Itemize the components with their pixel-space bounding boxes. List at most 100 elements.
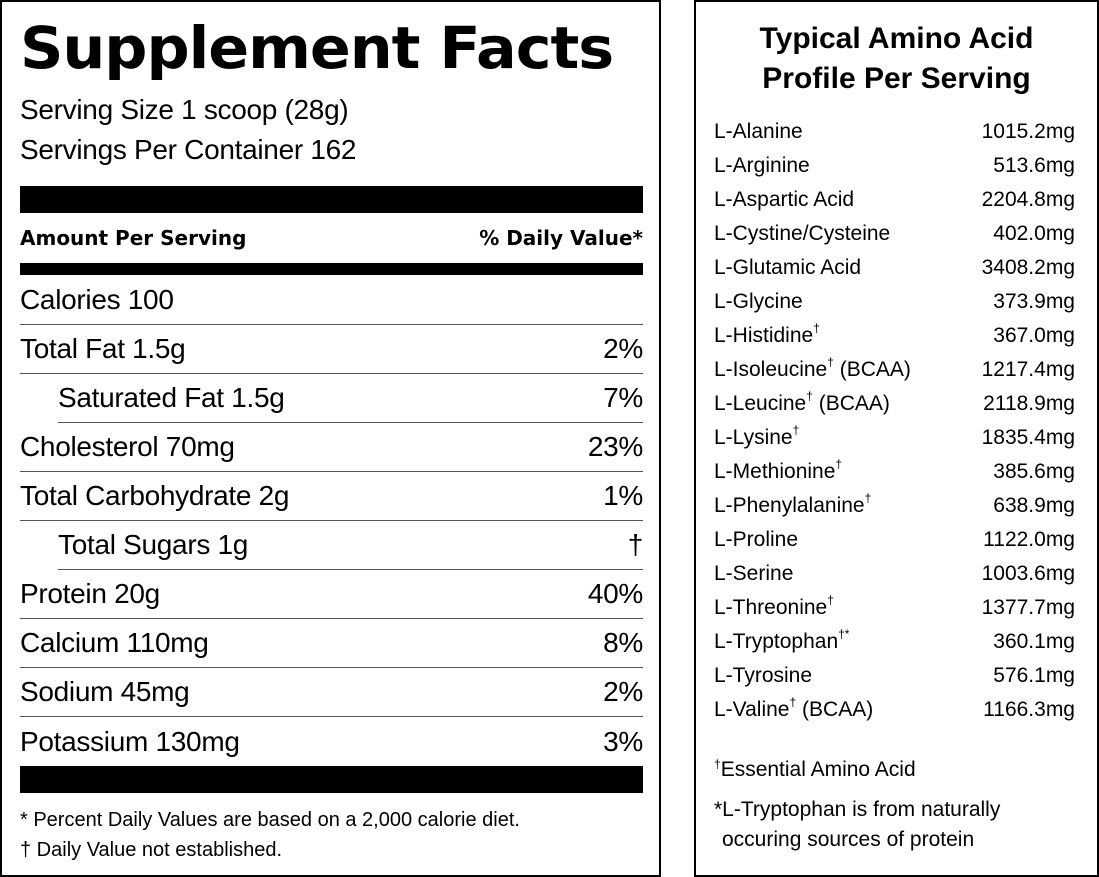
amino-name: L-Phenylalanine [714, 494, 865, 517]
amino-row: L-Tryptophan†* 360.1mg [714, 625, 1075, 659]
facts-title: Supplement Facts [20, 14, 614, 82]
nutrient-dv: 1% [603, 480, 643, 511]
amino-mark: †* [838, 627, 850, 641]
amino-amount: 1015.2mg [981, 120, 1075, 143]
nutrient-row: Protein 20g 40% [20, 570, 643, 619]
amino-amount: 402.0mg [993, 222, 1075, 245]
amino-name-cell: L-Arginine [714, 149, 810, 183]
nutrient-row: Sodium 45mg 2% [20, 668, 643, 717]
amino-row: L-Phenylalanine† 638.9mg [714, 489, 1075, 523]
amino-mark: † [789, 695, 797, 709]
amino-name: L-Arginine [714, 154, 810, 177]
nutrient-row: Cholesterol 70mg 23% [20, 423, 643, 472]
amino-row: L-Methionine† 385.6mg [714, 455, 1075, 489]
amino-amount: 2118.9mg [983, 392, 1075, 415]
amino-mark: † [827, 593, 834, 607]
divider-thick-bottom [20, 766, 643, 793]
amino-row: L-Valine† (BCAA) 1166.3mg [714, 693, 1075, 727]
nutrient-label: Calcium 110mg [20, 627, 209, 658]
amino-title-line2: Profile Per Serving [762, 62, 1031, 95]
amino-mark: † [827, 355, 834, 369]
amino-name-cell: L-Methionine† [714, 455, 842, 489]
serving-size: Serving Size 1 scoop (28g) [20, 94, 349, 125]
amino-name: L-Valine [714, 698, 790, 721]
tryptophan-note-line1: *L-Tryptophan is from naturally [714, 798, 1001, 821]
servings-per-container: Servings Per Container 162 [20, 134, 357, 165]
amino-name: L-Tyrosine [714, 664, 813, 687]
amino-name: L-Alanine [714, 120, 803, 143]
amino-name-cell: L-Isoleucine† (BCAA) [714, 353, 911, 387]
amino-name-cell: L-Aspartic Acid [714, 183, 854, 217]
nutrient-label: Total Carbohydrate 2g [20, 480, 290, 511]
amino-amount: 1122.0mg [983, 528, 1075, 551]
amino-row: L-Alanine 1015.2mg [714, 115, 1075, 149]
amino-suffix: (BCAA) [833, 358, 911, 381]
amino-row: L-Leucine† (BCAA) 2118.9mg [714, 387, 1075, 421]
amino-row: L-Cystine/Cysteine 402.0mg [714, 217, 1075, 251]
footnote-daily-values: * Percent Daily Values are based on a 2,… [20, 809, 520, 831]
nutrient-label: Potassium 130mg [20, 725, 240, 757]
nutrient-label: Sodium 45mg [20, 676, 190, 707]
amino-name-cell: L-Glutamic Acid [714, 251, 861, 285]
amino-mark: † [806, 389, 813, 403]
nutrient-dv: 7% [603, 382, 643, 413]
amino-row: L-Serine 1003.6mg [714, 557, 1075, 591]
amino-amount: 3408.2mg [981, 256, 1075, 279]
amino-mark: † [835, 457, 843, 471]
amino-mark: † [792, 423, 800, 437]
divider-thick [20, 186, 643, 213]
amino-name: L-Glycine [714, 290, 803, 313]
nutrient-label: Protein 20g [20, 578, 160, 609]
amino-name: L-Histidine [714, 324, 814, 347]
divider-medium [20, 263, 643, 275]
amino-amount: 638.9mg [993, 494, 1075, 517]
supplement-facts-panel: Supplement Facts Serving Size 1 scoop (2… [0, 0, 661, 877]
amino-name: L-Tryptophan [714, 630, 839, 653]
amino-name-cell: L-Phenylalanine† [714, 489, 871, 523]
essential-note-text: Essential Amino Acid [720, 758, 916, 781]
amino-amount: 1217.4mg [981, 358, 1075, 381]
amino-mark: † [864, 491, 872, 505]
amino-row: L-Threonine† 1377.7mg [714, 591, 1075, 625]
nutrient-row: Total Sugars 1g † [58, 521, 643, 570]
amino-title: Typical Amino Acid Profile Per Serving [714, 19, 1075, 99]
amino-amount: 1835.4mg [981, 426, 1075, 449]
amino-list: L-Alanine 1015.2mg L-Arginine 513.6mg L-Aspa… [714, 115, 1075, 727]
amino-name: L-Aspartic Acid [714, 188, 855, 211]
nutrient-row: Saturated Fat 1.5g 7% [58, 374, 643, 423]
amino-name: L-Cystine/Cysteine [714, 222, 891, 245]
nutrient-dv: 23% [587, 431, 643, 462]
amino-name-cell: L-Tyrosine [714, 659, 812, 693]
amount-header: Amount Per Serving % Daily Value* [20, 213, 643, 263]
amino-row: L-Histidine† 367.0mg [714, 319, 1075, 353]
amino-name: L-Glutamic Acid [714, 256, 862, 279]
amino-row: L-Aspartic Acid 2204.8mg [714, 183, 1075, 217]
amino-row: L-Lysine† 1835.4mg [714, 421, 1075, 455]
amino-amount: 360.1mg [993, 630, 1075, 653]
amino-suffix: (BCAA) [812, 392, 890, 415]
nutrient-label: Total Sugars 1g [58, 529, 249, 560]
nutrient-dv: 40% [587, 578, 643, 609]
amino-amount: 1003.6mg [981, 562, 1075, 585]
amino-name: L-Proline [714, 528, 799, 551]
nutrient-label: Calories 100 [20, 283, 174, 315]
nutrient-row: Total Fat 1.5g 2% [20, 325, 643, 374]
nutrient-label: Total Fat 1.5g [20, 333, 186, 364]
nutrient-label: Cholesterol 70mg [20, 431, 235, 462]
amino-row: L-Proline 1122.0mg [714, 523, 1075, 557]
amino-mark: † [813, 321, 820, 335]
footnotes: * Percent Daily Values are based on a 2,… [20, 805, 643, 865]
amino-name-cell: L-Alanine [714, 115, 803, 149]
amino-name-cell: L-Cystine/Cysteine [714, 217, 890, 251]
amino-name-cell: L-Histidine† [714, 319, 820, 353]
dagger-mark: † [714, 757, 721, 771]
amino-row: L-Glutamic Acid 3408.2mg [714, 251, 1075, 285]
amino-name-cell: L-Tryptophan†* [714, 625, 849, 659]
amino-amount: 513.6mg [993, 154, 1075, 177]
nutrient-dv: † [627, 529, 644, 560]
amino-acid-panel: Typical Amino Acid Profile Per Serving L… [694, 0, 1099, 877]
amino-amount: 576.1mg [993, 664, 1075, 687]
amino-amount: 2204.8mg [981, 188, 1075, 211]
amino-name: L-Leucine [714, 392, 807, 415]
nutrient-row-calories: Calories 100 [20, 275, 643, 325]
